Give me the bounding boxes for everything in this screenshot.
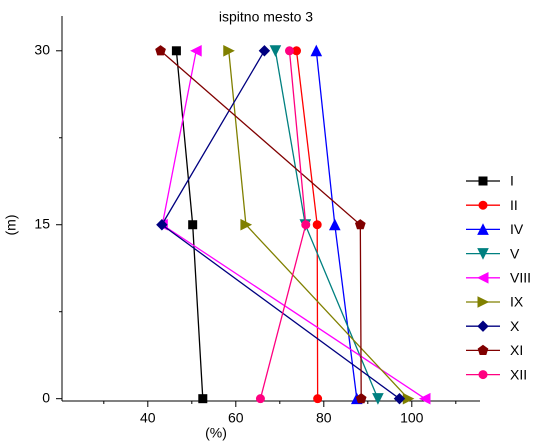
marker	[354, 219, 366, 230]
marker	[313, 394, 323, 404]
marker	[223, 44, 235, 57]
marker	[355, 393, 367, 404]
marker	[258, 45, 271, 57]
series-line	[161, 50, 426, 400]
legend-label: X	[510, 318, 520, 334]
marker	[312, 220, 322, 230]
legend-marker	[478, 200, 488, 210]
marker	[269, 45, 282, 57]
legend-marker	[478, 176, 488, 186]
legend-marker	[477, 344, 489, 355]
series-line	[259, 50, 307, 399]
x-tick-label: 80	[316, 410, 332, 426]
marker	[240, 218, 253, 231]
y-tick-label: 30	[34, 41, 50, 57]
legend-label: I	[510, 173, 514, 189]
legend-marker	[478, 370, 488, 380]
marker	[155, 45, 166, 56]
legend-marker	[477, 296, 490, 308]
marker	[255, 394, 265, 404]
series	[223, 44, 415, 405]
series	[156, 45, 406, 405]
legend-label: II	[510, 197, 518, 213]
y-tick-label: 0	[42, 389, 50, 405]
legend-label: XII	[510, 366, 527, 382]
marker	[156, 219, 168, 231]
legend-marker	[477, 320, 489, 332]
y-tick-label: 15	[34, 215, 50, 231]
marker	[198, 394, 208, 404]
legend-label: IX	[510, 294, 524, 310]
series	[155, 45, 367, 404]
marker	[372, 393, 384, 405]
series	[292, 46, 323, 404]
marker	[393, 392, 406, 405]
x-tick-label: 100	[400, 410, 424, 426]
x-tick-label: 60	[228, 410, 244, 426]
legend-marker	[476, 271, 489, 284]
series	[255, 46, 311, 404]
y-axis-label: (m)	[3, 215, 19, 236]
marker	[284, 46, 294, 56]
legend-label: V	[510, 245, 520, 261]
marker	[190, 44, 202, 57]
legend-label: XI	[510, 342, 523, 358]
chart-title: ispitno mesto 3	[219, 9, 313, 25]
x-tick-label: 40	[140, 410, 156, 426]
legend-label: IV	[510, 221, 524, 237]
series	[171, 46, 208, 404]
legend-marker	[477, 223, 489, 235]
series	[269, 45, 384, 405]
marker	[301, 220, 311, 230]
marker	[188, 220, 198, 230]
legend-marker	[477, 248, 489, 260]
marker	[328, 218, 341, 231]
x-axis-label: (%)	[205, 425, 227, 441]
marker	[418, 392, 431, 405]
marker	[310, 44, 323, 57]
marker	[171, 46, 181, 56]
legend-label: VIII	[510, 270, 531, 286]
